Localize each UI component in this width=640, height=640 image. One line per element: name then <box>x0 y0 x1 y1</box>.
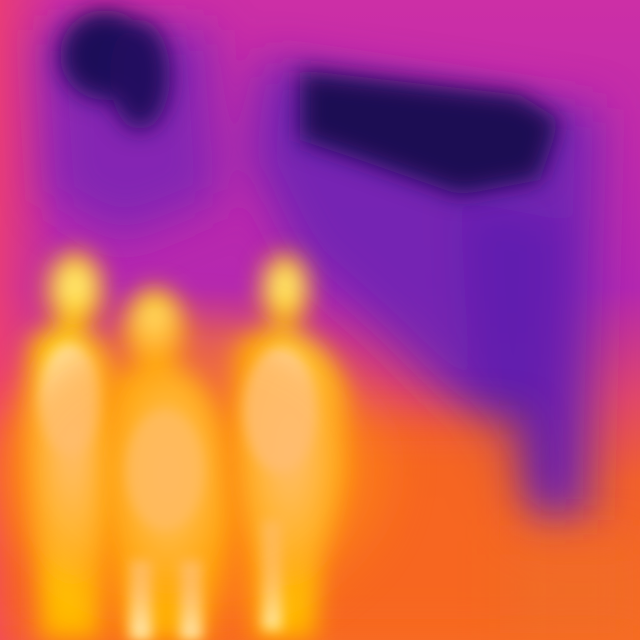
body-halo <box>0 320 390 620</box>
cold-dark-patches <box>60 10 560 195</box>
